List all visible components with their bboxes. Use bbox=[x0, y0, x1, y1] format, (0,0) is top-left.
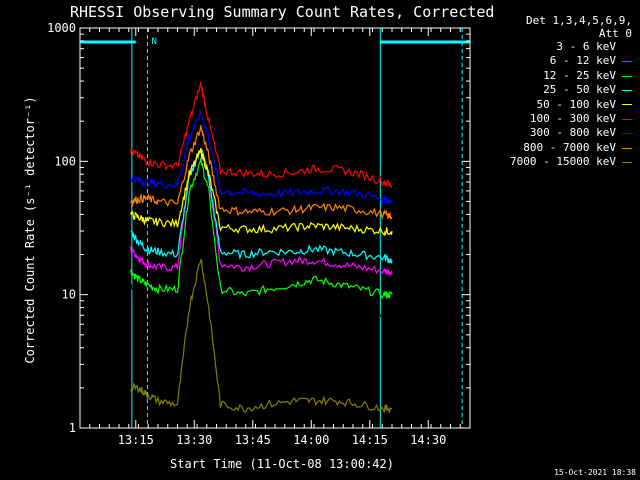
series-line-4 bbox=[130, 147, 393, 237]
legend-swatch bbox=[622, 75, 632, 77]
legend-item: 100 - 300 keV bbox=[510, 112, 632, 126]
x-tick-label: 14:00 bbox=[293, 433, 329, 447]
legend-item: 25 - 50 keV bbox=[510, 83, 632, 97]
x-tick-label: 14:30 bbox=[410, 433, 446, 447]
legend: 3 - 6 keV 6 - 12 keV 12 - 25 keV 25 - 50 ke… bbox=[510, 40, 632, 170]
legend-label: 300 - 800 keV bbox=[529, 126, 616, 140]
chart-title: RHESSI Observing Summary Count Rates, Co… bbox=[70, 3, 494, 21]
legend-swatch bbox=[622, 118, 632, 120]
legend-swatch bbox=[622, 104, 632, 106]
legend-swatch bbox=[622, 133, 632, 135]
legend-swatch bbox=[622, 147, 632, 149]
legend-label: 7000 - 15000 keV bbox=[510, 155, 616, 169]
timestamp: 15-Oct-2021 18:38 bbox=[554, 468, 636, 477]
series-line-8 bbox=[130, 259, 393, 413]
legend-item: 3 - 6 keV bbox=[510, 40, 632, 54]
legend-label: 6 - 12 keV bbox=[549, 54, 616, 68]
legend-item: 50 - 100 keV bbox=[510, 98, 632, 112]
series-line-6 bbox=[130, 109, 393, 205]
x-tick-label: 13:45 bbox=[235, 433, 271, 447]
legend-item: 800 - 7000 keV bbox=[510, 141, 632, 155]
y-tick-label: 100 bbox=[54, 154, 76, 168]
y-tick-label: 1 bbox=[69, 421, 76, 435]
x-axis-label: Start Time (11-Oct-08 13:00:42) bbox=[170, 457, 394, 471]
legend-item: 6 - 12 keV bbox=[510, 54, 632, 68]
series-line-0 bbox=[130, 162, 393, 325]
y-tick-label: 10 bbox=[62, 288, 76, 302]
legend-label: 800 - 7000 keV bbox=[523, 140, 616, 154]
x-tick-label: 13:15 bbox=[118, 433, 154, 447]
legend-label: 25 - 50 keV bbox=[543, 83, 616, 97]
legend-item: 7000 - 15000 keV bbox=[510, 155, 632, 169]
y-tick-label: 1000 bbox=[47, 21, 76, 35]
series-line-7 bbox=[130, 125, 393, 221]
legend-label: 3 - 6 keV bbox=[556, 40, 616, 53]
legend-swatch bbox=[622, 161, 632, 163]
legend-swatch bbox=[622, 61, 632, 63]
series-line-5 bbox=[130, 81, 393, 188]
y-axis-label: Corrected Count Rate (s⁻¹ detector⁻¹) bbox=[23, 96, 37, 363]
legend-swatch bbox=[622, 89, 632, 91]
legend-item: 300 - 800 keV bbox=[510, 126, 632, 140]
night-marker: N bbox=[151, 37, 156, 47]
x-tick-label: 13:30 bbox=[176, 433, 212, 447]
series-line-2 bbox=[130, 157, 393, 300]
x-tick-label: 14:15 bbox=[352, 433, 388, 447]
legend-label: 100 - 300 keV bbox=[529, 112, 616, 126]
legend-swatch bbox=[622, 46, 632, 48]
legend-label: 50 - 100 keV bbox=[536, 97, 616, 111]
series-line-1 bbox=[130, 147, 393, 276]
legend-header: Det 1,3,4,5,6,9, Att 0 bbox=[526, 14, 632, 40]
legend-header-line1: Det 1,3,4,5,6,9, bbox=[526, 14, 632, 27]
legend-item: 12 - 25 keV bbox=[510, 69, 632, 83]
legend-header-line2: Att 0 bbox=[598, 27, 632, 40]
series-line-3 bbox=[130, 147, 393, 264]
legend-label: 12 - 25 keV bbox=[543, 68, 616, 82]
